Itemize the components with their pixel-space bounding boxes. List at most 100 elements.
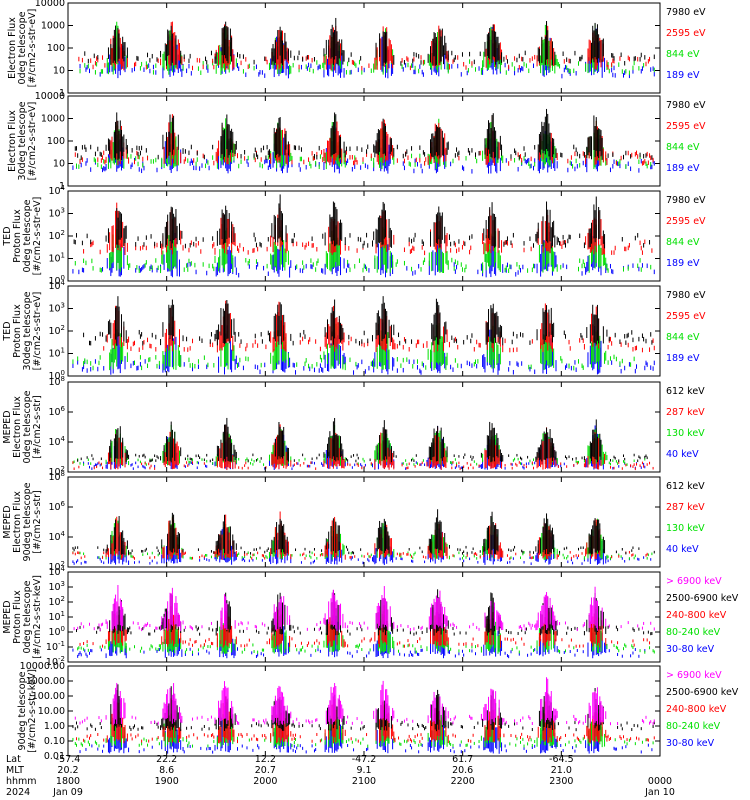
y-axis-label: [#/cm2-s-str-eV] xyxy=(32,292,43,371)
series-4 xyxy=(72,509,655,555)
panel-1: 1 10 100 1000 10000 Electron Flux 0deg telesco… xyxy=(7,0,706,99)
legend-entry: 287 keV xyxy=(666,502,705,513)
legend-entry: 7980 eV xyxy=(666,290,706,301)
legend-entry: 40 keV xyxy=(666,544,699,555)
series-1 xyxy=(72,126,655,174)
legend-entry: 2595 eV xyxy=(666,121,706,132)
y-tick-label: 1000 xyxy=(41,21,65,32)
legend-entry: 287 keV xyxy=(666,407,705,418)
legend-entry: 612 keV xyxy=(666,481,705,492)
series-4 xyxy=(84,17,655,66)
legend-entry: 2595 eV xyxy=(666,28,706,39)
y-axis-label: 0deg telescope xyxy=(22,580,33,653)
legend-entry: 2500-6900 keV xyxy=(666,593,739,604)
y-tick-label: 102 xyxy=(48,324,65,337)
y-axis-label: Electron Flux xyxy=(7,110,18,172)
y-axis-label: 90deg telescope xyxy=(22,482,33,561)
legend-entry: 7980 eV xyxy=(666,100,706,111)
y-tick-label: 103 xyxy=(48,207,65,220)
y-axis-label: TED xyxy=(2,321,13,341)
y-axis-label: [#/cm2-s-str] xyxy=(32,490,43,553)
y-tick-label: 102 xyxy=(48,229,65,242)
y-tick-label: 104 xyxy=(48,565,65,578)
y-tick-label: 104 xyxy=(48,530,65,543)
y-tick-label: 106 xyxy=(48,500,65,513)
y-tick-label: 108 xyxy=(48,470,65,483)
y-axis-label: [#/cm2-s-str-eV] xyxy=(27,9,38,88)
y-axis-label: 30deg telescope xyxy=(17,101,28,180)
data-marks xyxy=(78,17,655,79)
series-4 xyxy=(74,108,653,161)
y-tick-label: 103 xyxy=(48,580,65,593)
plot-frame xyxy=(67,476,661,568)
legend-entry: 189 eV xyxy=(666,70,700,81)
y-tick-label: 100 xyxy=(48,625,65,638)
series-2 xyxy=(74,224,652,274)
y-axis-label: 0deg telescope xyxy=(22,390,33,463)
legend-entry: > 6900 keV xyxy=(666,576,722,587)
y-axis-label: [#/cm2-s-str-eV] xyxy=(32,197,43,276)
legend-entry: 30-80 keV xyxy=(666,644,715,655)
y-axis-label: Electron Flux xyxy=(12,491,23,553)
series-1 xyxy=(72,613,646,659)
y-axis-label: Proton Flux xyxy=(12,590,23,644)
y-tick-label: 104 xyxy=(48,435,65,448)
y-axis-label: 0deg telescope xyxy=(17,11,28,84)
legend-entry: 40 keV xyxy=(666,449,699,460)
data-marks xyxy=(72,585,655,659)
panel-2: 1 10 100 1000 10000 Electron Flux 30deg telesc… xyxy=(7,91,706,192)
y-tick-label: 106 xyxy=(48,405,65,418)
data-marks xyxy=(72,194,655,278)
y-axis-label: 30deg telescope xyxy=(22,291,33,370)
y-axis-label: TED xyxy=(2,226,13,246)
plot-frame xyxy=(67,2,661,94)
legend-entry: 189 eV xyxy=(666,258,700,269)
data-marks xyxy=(72,509,655,566)
legend-entry: 2595 eV xyxy=(666,216,706,227)
data-marks xyxy=(72,108,655,174)
legend-entry: 844 eV xyxy=(666,142,700,153)
legend-entry: 2595 eV xyxy=(666,311,706,322)
y-tick-label: 10000 xyxy=(35,0,65,9)
legend-entry: 7980 eV xyxy=(666,195,706,206)
plot-frame xyxy=(67,571,661,663)
y-tick-label: 104 xyxy=(48,184,65,197)
legend-entry: 189 eV xyxy=(666,163,700,174)
series-1 xyxy=(72,322,655,375)
y-axis-label: [#/cm2-s-str] xyxy=(32,395,43,458)
y-tick-label: 1 xyxy=(59,181,65,192)
legend-entry: 7980 eV xyxy=(666,7,706,18)
y-tick-label: 102 xyxy=(48,595,65,608)
y-axis-label: Electron Flux xyxy=(12,396,23,458)
y-tick-label: 101 xyxy=(48,347,65,360)
plot-frame xyxy=(67,95,661,187)
legend-entry: 612 keV xyxy=(666,386,705,397)
series-2 xyxy=(72,424,646,467)
y-tick-label: 100 xyxy=(47,136,65,147)
y-axis-label: MEPED xyxy=(2,505,13,538)
plot-frame xyxy=(67,381,661,473)
y-tick-label: 10 xyxy=(53,66,65,77)
data-marks xyxy=(72,417,654,471)
y-tick-label: 104 xyxy=(48,279,65,292)
series-3 xyxy=(103,300,655,353)
y-tick-label: 108 xyxy=(48,375,65,388)
y-axis-label: 0deg telescope xyxy=(22,199,33,272)
y-axis-label: Electron Flux xyxy=(7,17,18,79)
legend-entry: 844 eV xyxy=(666,332,700,343)
series-4 xyxy=(73,194,651,249)
y-tick-label: 100 xyxy=(47,43,65,54)
legend-entry: 80-240 keV xyxy=(666,627,721,638)
y-axis-label: MEPED xyxy=(2,410,13,443)
y-axis-label: [#/cm2-s-str-keV] xyxy=(32,575,43,659)
y-axis-label: Proton Flux xyxy=(12,209,23,263)
y-axis-label: Proton Flux xyxy=(12,304,23,358)
y-tick-label: 101 xyxy=(48,610,65,623)
y-tick-label: 10000 xyxy=(35,91,65,102)
legend-entry: 130 keV xyxy=(666,523,705,534)
